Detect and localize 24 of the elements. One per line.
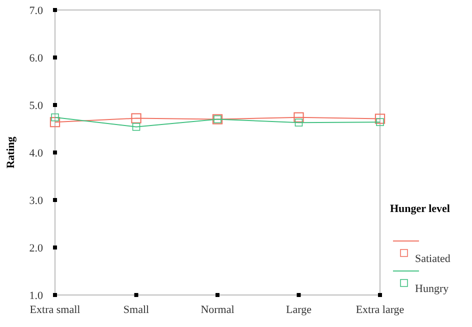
point (51, 113, 59, 122)
y-tick-label: 6.0 (29, 52, 44, 64)
point (376, 118, 384, 126)
x-tick-label: Extra large (356, 304, 404, 316)
legend-label: Satiated (415, 253, 451, 265)
x-tick-label: Normal (200, 304, 234, 316)
y-tick-label: 7.0 (29, 4, 44, 17)
x-tick-label: Small (123, 304, 150, 316)
point (294, 112, 304, 122)
y-axis-title: Rating (5, 136, 17, 168)
y-tick-label: 4.0 (29, 147, 44, 160)
y-tick-label: 5.0 (29, 100, 44, 112)
legend-label: Hungry (415, 283, 450, 295)
point (294, 118, 303, 126)
point (132, 122, 140, 131)
y-tick-label: 2.0 (29, 242, 44, 254)
x-tick-label: Large (286, 304, 312, 316)
y-tick-label: 3.0 (29, 194, 44, 207)
point (50, 117, 60, 128)
y-tick-label: 1.0 (29, 290, 44, 302)
point (131, 113, 142, 124)
point (374, 114, 386, 124)
legend-title: Hunger level (390, 203, 450, 215)
x-tick-label: Extra small (30, 304, 80, 316)
